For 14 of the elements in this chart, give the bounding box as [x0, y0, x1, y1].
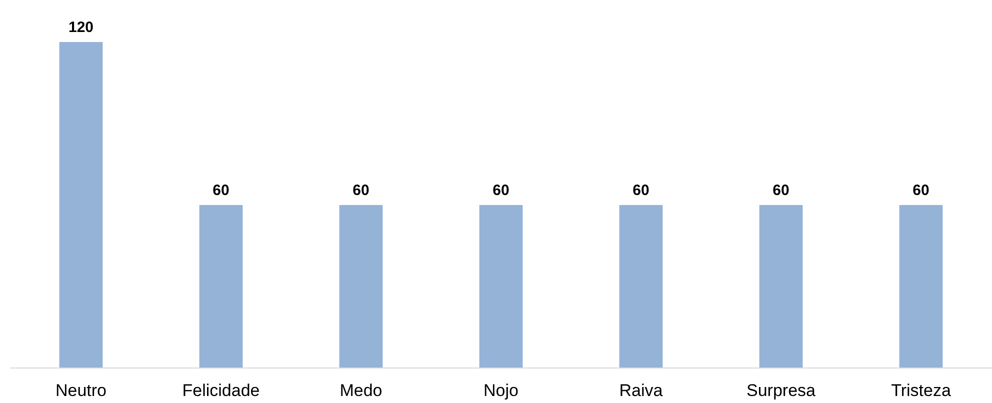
x-tick-label: Nojo	[484, 381, 518, 400]
x-tick-label: Raiva	[619, 381, 664, 400]
x-tick-label: Surpresa	[746, 381, 816, 400]
data-label: 60	[632, 182, 650, 199]
x-tick-label: Neutro	[55, 381, 107, 400]
x-tick-label: Tristeza	[891, 381, 952, 400]
data-label: 60	[772, 182, 790, 199]
data-label: 60	[492, 182, 510, 199]
data-label: 60	[912, 182, 930, 199]
data-label: 60	[212, 182, 230, 199]
x-tick-label: Medo	[340, 381, 382, 400]
x-tick-label: Felicidade	[182, 381, 260, 400]
data-label: 60	[352, 182, 370, 199]
data-label: 120	[68, 19, 94, 36]
